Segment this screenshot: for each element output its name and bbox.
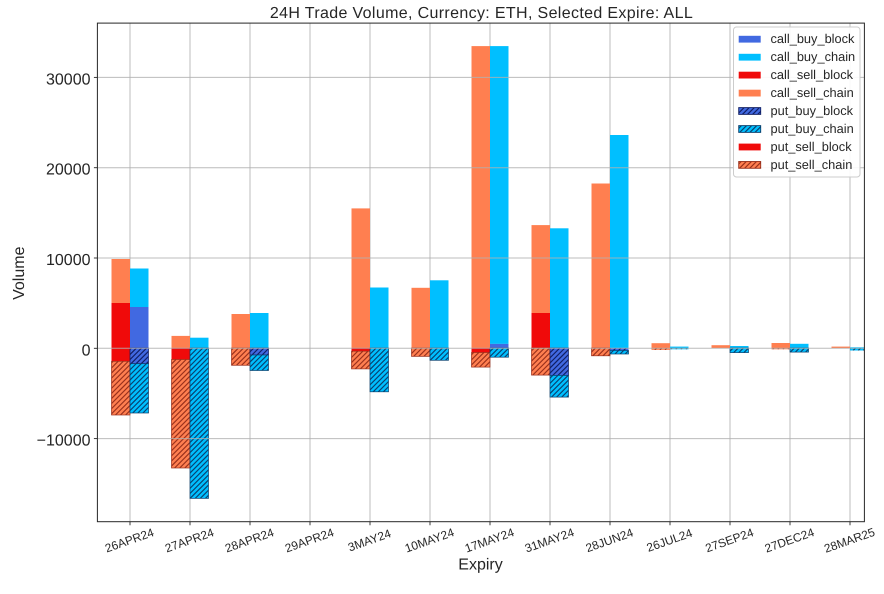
svg-text:call_sell_chain: call_sell_chain (771, 85, 854, 100)
svg-text:24H Trade Volume, Currency: ET: 24H Trade Volume, Currency: ETH, Selecte… (270, 5, 693, 22)
svg-text:0: 0 (82, 342, 91, 359)
svg-text:30000: 30000 (46, 71, 91, 88)
svg-text:Expiry: Expiry (458, 557, 502, 574)
svg-text:Volume: Volume (11, 246, 28, 299)
svg-text:put_sell_block: put_sell_block (771, 139, 853, 154)
svg-text:20000: 20000 (46, 162, 91, 179)
svg-text:10000: 10000 (46, 252, 91, 269)
svg-text:call_sell_block: call_sell_block (771, 67, 854, 82)
svg-text:−10000: −10000 (37, 433, 91, 450)
svg-text:put_sell_chain: put_sell_chain (771, 157, 853, 172)
svg-text:put_buy_block: put_buy_block (771, 103, 854, 118)
svg-text:call_buy_chain: call_buy_chain (771, 49, 856, 64)
svg-text:put_buy_chain: put_buy_chain (771, 121, 854, 136)
svg-text:call_buy_block: call_buy_block (771, 31, 856, 46)
